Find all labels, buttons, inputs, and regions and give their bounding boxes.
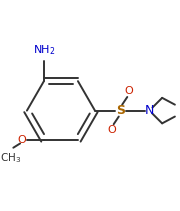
Text: NH$_2$: NH$_2$	[33, 43, 55, 57]
Text: O: O	[108, 125, 116, 135]
Text: N: N	[145, 104, 154, 117]
Text: S: S	[116, 104, 125, 117]
Text: O: O	[17, 135, 26, 145]
Text: CH$_3$: CH$_3$	[0, 151, 21, 165]
Text: O: O	[125, 86, 133, 96]
